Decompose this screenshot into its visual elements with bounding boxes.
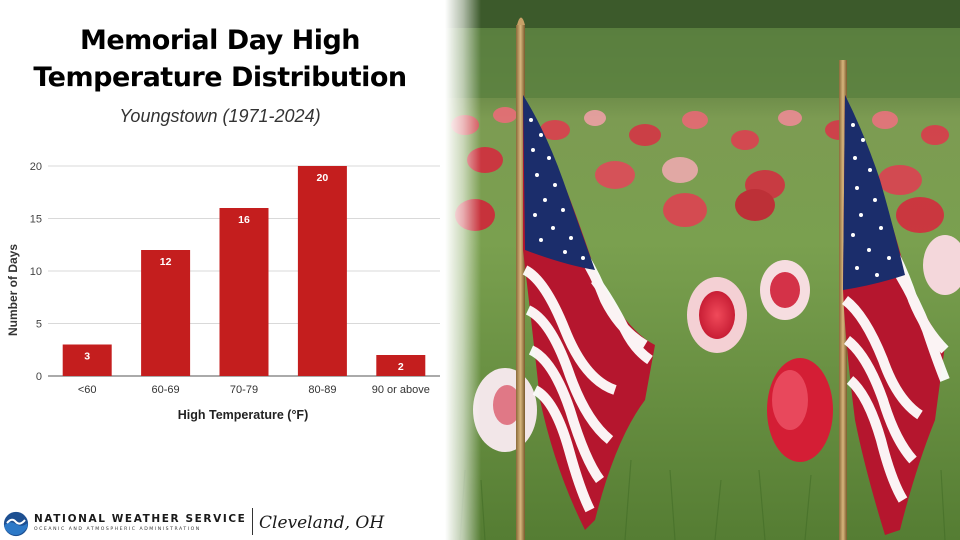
y-tick-label: 10 [30,266,42,278]
data-label: 3 [84,351,90,363]
footer-divider [252,508,253,535]
agency-name: NATIONAL WEATHER SERVICE [34,513,247,525]
x-tick-label: 70-79 [230,384,258,396]
chart-subtitle: Youngstown (1971-2024) [119,106,321,126]
y-tick-label: 0 [36,371,42,383]
left-panel: Memorial Day High Temperature Distributi… [0,0,450,540]
chart-area: 0 5 10 15 20 3 12 16 20 2 <60 60-69 70-79 80-89 90 o… [0,150,445,445]
agency-subtitle: OCEANIC AND ATMOSPHERIC ADMINISTRATION [34,527,201,532]
data-label: 16 [238,214,250,226]
y-axis-title: Number of Days [6,244,20,336]
x-tick-label: 80-89 [308,384,336,396]
y-tick-label: 15 [30,214,42,226]
x-tick-label: 60-69 [152,384,180,396]
y-tick-label: 5 [36,319,42,331]
x-tick-label: 90 or above [372,384,430,396]
y-tick-label: 20 [30,161,42,173]
bar [141,250,191,376]
bars [62,166,426,376]
office-name: Cleveland, OH [259,513,385,533]
chart-title: Memorial Day High Temperature Distributi… [0,22,440,96]
data-label: 12 [160,256,172,268]
data-labels: 3 12 16 20 2 [84,172,404,373]
data-label: 2 [398,361,404,373]
bar [376,355,426,376]
title-line-2: Temperature Distribution [33,62,407,93]
footer: NATIONAL WEATHER SERVICE OCEANIC AND ATM… [0,505,450,540]
y-tick-labels: 0 5 10 15 20 [30,161,42,383]
data-label: 20 [317,172,329,184]
x-tick-labels: <60 60-69 70-79 80-89 90 or above [78,384,430,396]
noaa-logo-icon [3,511,29,537]
bar [297,166,347,376]
bar-chart: 0 5 10 15 20 3 12 16 20 2 <60 60-69 70-79 80-89 90 o… [6,161,440,422]
flags-photo-image [445,0,960,540]
x-tick-label: <60 [78,384,97,396]
bar [62,344,112,376]
memorial-photo [445,0,960,540]
bar [219,208,269,376]
title-line-1: Memorial Day High [79,25,361,56]
x-axis-title: High Temperature (°F) [178,408,308,422]
